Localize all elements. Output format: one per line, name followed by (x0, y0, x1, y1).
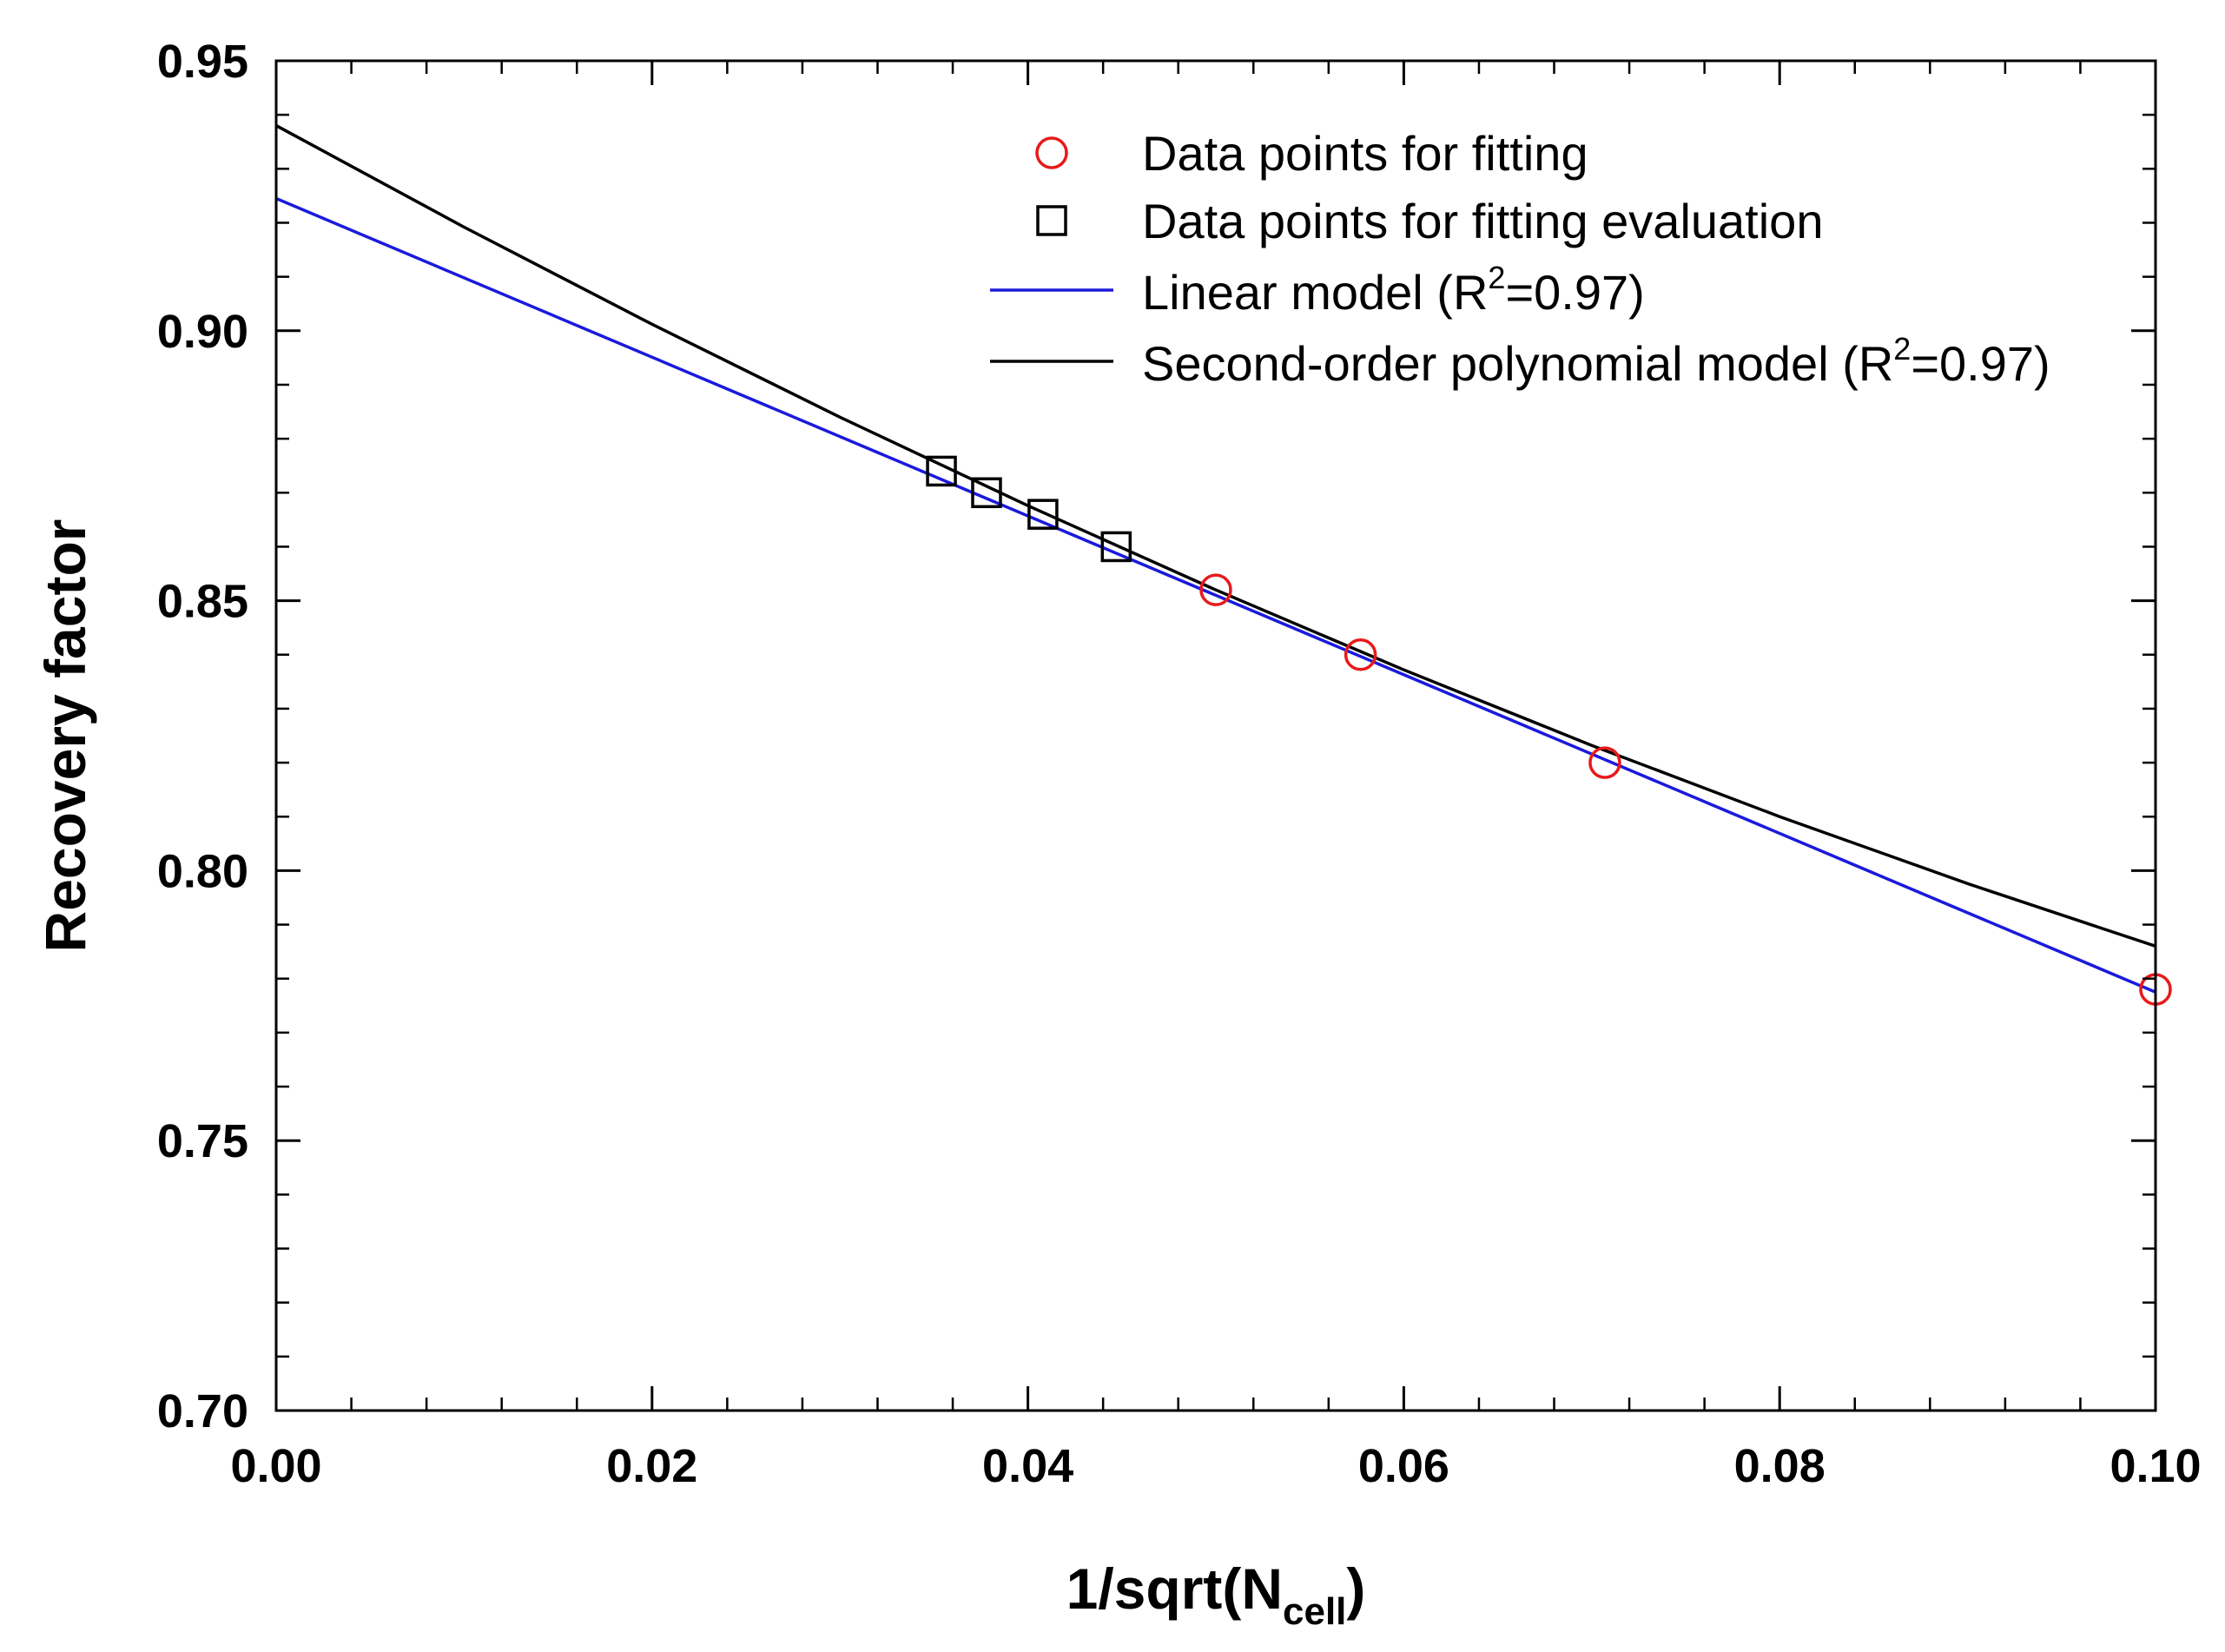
eval-data-point (1027, 499, 1059, 530)
legend-label-fit-points: Data points for fitting (1142, 126, 1588, 181)
x-tick-label: 0.04 (982, 1440, 1073, 1492)
legend-label-poly-model: Second-order polynomial model (R2=0.97) (1142, 331, 2050, 391)
y-tick-label: 0.90 (157, 306, 248, 358)
legend-square-marker (1036, 205, 1067, 236)
x-axis-title: 1/sqrt(Ncell) (1066, 1556, 1366, 1633)
fit-data-point (1344, 638, 1377, 671)
eval-data-point (926, 455, 957, 487)
x-tick-label: 0.10 (2109, 1440, 2201, 1492)
x-tick-label: 0.02 (606, 1440, 697, 1492)
fit-data-point (1199, 573, 1232, 606)
legend-label-eval-points: Data points for fitting evaluation (1142, 194, 1823, 248)
y-tick-label: 0.80 (157, 845, 248, 897)
model-curves (276, 124, 2156, 994)
eval-data-point (1100, 531, 1132, 563)
fit-data-point (1588, 746, 1621, 779)
x-tick-label: 0.06 (1358, 1440, 1449, 1492)
y-axis-ticks: 0.70 0.75 0.80 0.85 0.90 0.95 (157, 36, 2156, 1437)
legend-item-fit-points: Data points for fitting (1035, 126, 1588, 181)
legend: Data points for fitting Data points for … (990, 126, 2050, 391)
legend-item-poly-model: Second-order polynomial model (R2=0.97) (990, 331, 2050, 391)
legend-circle-marker (1035, 136, 1068, 169)
x-axis-ticks: 0.00 0.02 0.04 0.06 0.08 0.10 (230, 61, 2202, 1492)
y-tick-label: 0.75 (157, 1115, 248, 1167)
legend-item-eval-points: Data points for fitting evaluation (1036, 194, 1823, 248)
y-tick-label: 0.70 (157, 1385, 248, 1437)
x-tick-label: 0.00 (230, 1440, 321, 1492)
plot-frame (274, 59, 2157, 1412)
legend-label-linear-model: Linear model (R2=0.97) (1142, 260, 1645, 320)
second-order-polynomial-model-line (276, 124, 2156, 948)
y-axis-title: Recovery factor (33, 519, 97, 953)
x-tick-label: 0.08 (1734, 1440, 1826, 1492)
y-tick-label: 0.85 (157, 576, 248, 628)
eval-data-point (971, 477, 1002, 509)
linear-model-line (276, 196, 2156, 994)
legend-item-linear-model: Linear model (R2=0.97) (990, 260, 1645, 320)
data-markers (926, 455, 2172, 1006)
y-tick-label: 0.95 (157, 36, 248, 88)
